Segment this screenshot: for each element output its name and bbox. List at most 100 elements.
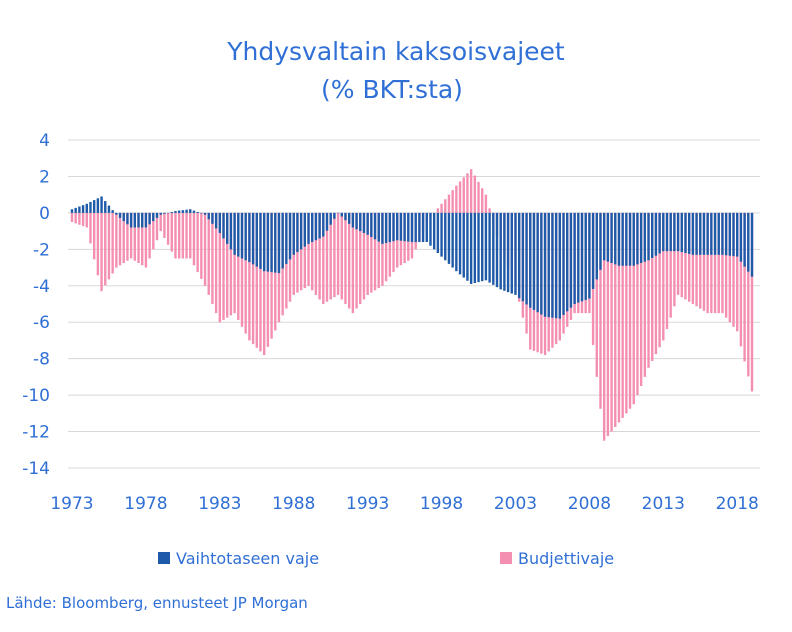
budget-deficit-bar (311, 212, 314, 291)
current-account-bar (662, 212, 665, 252)
current-account-bar (285, 212, 288, 264)
current-account-bar (455, 212, 458, 272)
budget-deficit-bar (481, 188, 484, 213)
budget-deficit-bar (466, 173, 469, 213)
budget-deficit-bar (355, 212, 358, 309)
y-tick-label: 2 (39, 167, 50, 187)
current-account-bar (296, 212, 299, 253)
current-account-bar (399, 212, 403, 241)
current-account-bar (540, 212, 543, 315)
budget-deficit-bar (440, 203, 443, 213)
budget-deficit-bar (617, 212, 621, 423)
budget-deficit-bar (462, 177, 465, 213)
current-account-bar (288, 212, 292, 260)
current-account-bar (203, 212, 207, 215)
current-account-bar (721, 212, 724, 255)
budget-deficit-bar (654, 212, 658, 355)
current-account-bar (444, 212, 447, 261)
budget-deficit-bar (444, 199, 447, 213)
current-account-bar (447, 212, 451, 264)
budget-deficit-bar (96, 212, 100, 276)
current-account-bar (710, 212, 713, 255)
x-tick-label: 1973 (50, 494, 93, 514)
current-account-bar (181, 210, 185, 213)
current-account-bar (137, 212, 140, 228)
current-account-bar (407, 212, 410, 242)
budget-deficit-bar (296, 212, 299, 293)
budget-deficit-bar (170, 212, 173, 252)
current-account-bar (739, 212, 743, 262)
current-account-bar (551, 212, 554, 318)
x-tick-label: 1978 (124, 494, 167, 514)
budget-deficit-bar (336, 212, 340, 295)
budget-deficit-bar (259, 212, 262, 352)
budget-deficit-bar (377, 212, 380, 289)
current-account-bar (233, 212, 236, 255)
current-account-bar (687, 212, 691, 254)
budget-deficit-bar (621, 212, 624, 418)
budget-deficit-bar (702, 212, 706, 311)
current-account-bar (281, 212, 284, 269)
budget-deficit-bar (85, 212, 88, 228)
budget-deficit-bar (713, 212, 717, 314)
current-account-bar (229, 212, 233, 250)
current-account-bar (647, 212, 650, 261)
budget-deficit-bar (100, 212, 103, 292)
current-account-bar (440, 212, 443, 257)
current-account-bar (750, 212, 754, 277)
budget-deficit-bar (181, 212, 185, 259)
current-account-bar (333, 212, 336, 219)
current-account-bar (240, 212, 244, 259)
current-account-bar (462, 212, 465, 278)
budget-deficit-bar (351, 212, 355, 314)
budget-deficit-bar (473, 175, 477, 213)
current-account-bar (359, 212, 362, 232)
chart-subtitle: (% BKT:sta) (321, 75, 463, 104)
current-account-bar (673, 212, 676, 252)
current-account-bar (584, 212, 587, 300)
budget-deficit-bar (384, 212, 388, 282)
current-account-bar (621, 212, 624, 266)
budget-deficit-bar (141, 212, 144, 266)
budget-deficit-bar (152, 212, 155, 250)
current-account-bar (351, 212, 355, 228)
budget-deficit-bar (614, 212, 617, 427)
y-tick-label: -12 (22, 423, 50, 443)
budget-deficit-bar (137, 212, 140, 263)
current-account-bar (266, 212, 270, 272)
budget-deficit-bar (266, 212, 270, 347)
current-account-bar (185, 209, 188, 213)
budget-deficit-bar (606, 212, 610, 437)
x-tick-label: 1988 (272, 494, 315, 514)
budget-deficit-bar (381, 212, 384, 286)
x-tick-label: 1983 (198, 494, 241, 514)
budget-deficit-bar (74, 212, 77, 224)
budget-deficit-bar (233, 212, 236, 314)
current-account-bar (643, 212, 647, 262)
current-account-bar (244, 212, 247, 261)
budget-deficit-bar (632, 212, 635, 405)
legend: Vaihtotaseen vaje Budjettivaje (158, 549, 614, 568)
budget-deficit-bar (214, 212, 218, 314)
current-account-bar (344, 212, 347, 221)
budget-deficit-bar (270, 212, 273, 339)
budget-deficit-bar (695, 212, 698, 307)
current-account-bar (70, 209, 74, 213)
current-account-bar (152, 212, 155, 222)
budget-deficit-bar (724, 212, 728, 318)
budget-deficit-bar (89, 212, 92, 244)
budget-deficit-bar (639, 212, 643, 386)
current-account-bar (492, 212, 495, 285)
budget-deficit-bar (133, 212, 137, 261)
budget-deficit-bar (192, 212, 196, 266)
x-axis: 1973 1978 1983 1988 1993 1998 2003 2008 2013 2018 (50, 494, 758, 514)
current-account-bar (514, 212, 517, 295)
current-account-bar (736, 212, 739, 257)
budget-deficit-bar (628, 212, 632, 409)
current-account-bar (311, 212, 314, 243)
budget-deficit-bar (366, 212, 369, 295)
current-account-bar (599, 212, 602, 270)
current-account-bar (525, 212, 528, 305)
budget-deficit-bar (196, 212, 199, 273)
budget-deficit-bar (602, 212, 606, 441)
